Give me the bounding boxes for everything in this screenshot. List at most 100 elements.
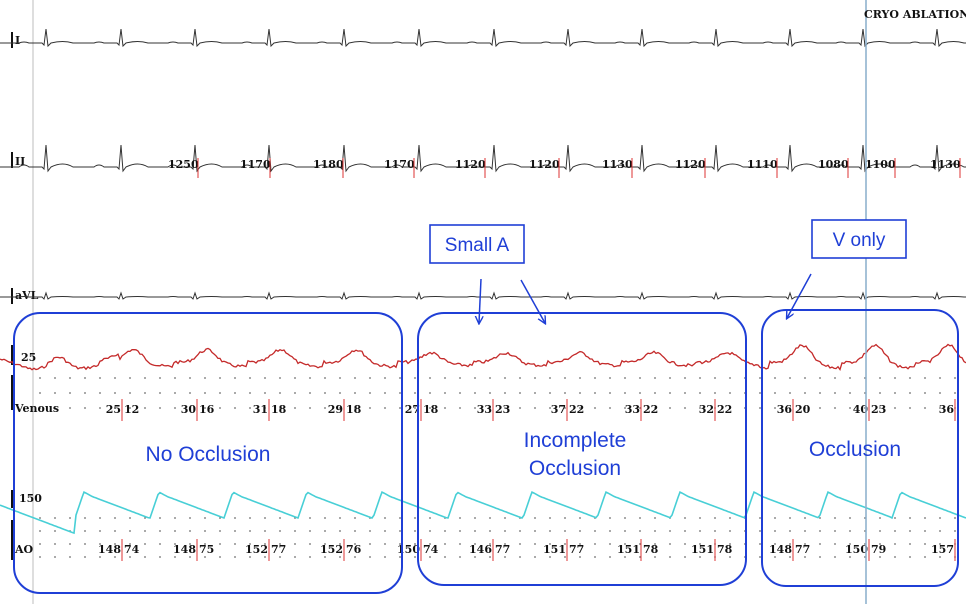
grid-dot	[489, 377, 491, 379]
grid-dot	[234, 543, 236, 545]
grid-dot	[579, 392, 581, 394]
grid-dot	[204, 530, 206, 532]
grid-dot	[309, 530, 311, 532]
grid-dot	[924, 517, 926, 519]
grid-dot	[129, 543, 131, 545]
grid-dot	[234, 392, 236, 394]
diastolic-value: 77	[569, 543, 584, 556]
grid-dot	[684, 392, 686, 394]
grid-dot	[549, 407, 551, 409]
grid-dot	[159, 392, 161, 394]
grid-dot	[399, 407, 401, 409]
grid-dot	[339, 530, 341, 532]
grid-dot	[594, 543, 596, 545]
grid-dot	[69, 517, 71, 519]
grid-dot	[879, 377, 881, 379]
grid-dot	[624, 377, 626, 379]
grid-dot	[264, 517, 266, 519]
grid-dot	[609, 543, 611, 545]
grid-dot	[249, 377, 251, 379]
grid-dot	[399, 517, 401, 519]
grid-dot	[714, 377, 716, 379]
grid-dot	[234, 517, 236, 519]
grid-dot	[909, 556, 911, 558]
grid-dot	[729, 543, 731, 545]
rr-interval-value: 1250	[168, 158, 199, 171]
grid-dot	[654, 407, 656, 409]
grid-dot	[684, 530, 686, 532]
grid-dot	[444, 392, 446, 394]
diastolic-value: 77	[795, 543, 810, 556]
venous-dot-grid	[39, 377, 956, 409]
v-only-callout-box	[811, 219, 907, 259]
grid-dot	[54, 517, 56, 519]
grid-dot	[729, 392, 731, 394]
incomplete-occlusion-label-line2: Occlusion	[529, 457, 621, 480]
grid-dot	[309, 543, 311, 545]
grid-dot	[309, 392, 311, 394]
grid-dot	[339, 556, 341, 558]
systolic-value: 152	[245, 543, 268, 556]
grid-dot	[639, 407, 641, 409]
grid-dot	[684, 517, 686, 519]
grid-dot	[174, 556, 176, 558]
grid-dot	[429, 377, 431, 379]
grid-dot	[534, 556, 536, 558]
grid-dot	[939, 530, 941, 532]
grid-dot	[759, 407, 761, 409]
grid-dot	[114, 530, 116, 532]
grid-dot	[54, 543, 56, 545]
grid-dot	[804, 543, 806, 545]
grid-dot	[639, 543, 641, 545]
rr-interval-value: 1100	[865, 158, 896, 171]
grid-dot	[774, 407, 776, 409]
grid-dot	[699, 543, 701, 545]
grid-dot	[204, 392, 206, 394]
grid-dot	[684, 377, 686, 379]
grid-dot	[369, 543, 371, 545]
systolic-value: 29	[328, 403, 343, 416]
grid-dot	[534, 517, 536, 519]
grid-dot	[219, 377, 221, 379]
grid-dot	[954, 377, 956, 379]
grid-dot	[354, 517, 356, 519]
grid-dot	[624, 556, 626, 558]
grid-dot	[654, 377, 656, 379]
grid-dot	[774, 530, 776, 532]
grid-dot	[249, 556, 251, 558]
grid-dot	[609, 377, 611, 379]
grid-dot	[339, 543, 341, 545]
grid-dot	[474, 377, 476, 379]
grid-dot	[324, 377, 326, 379]
grid-dot	[234, 377, 236, 379]
grid-dot	[639, 377, 641, 379]
grid-dot	[429, 392, 431, 394]
grid-dot	[579, 517, 581, 519]
grid-dot	[429, 530, 431, 532]
rr-interval-value: 1110	[747, 158, 778, 171]
grid-dot	[99, 517, 101, 519]
grid-dot	[264, 530, 266, 532]
grid-dot	[459, 407, 461, 409]
venous-scale-label: 25	[21, 351, 36, 364]
grid-dot	[54, 556, 56, 558]
grid-dot	[99, 392, 101, 394]
grid-dot	[399, 377, 401, 379]
grid-dot	[144, 392, 146, 394]
grid-dot	[879, 517, 881, 519]
grid-dot	[789, 377, 791, 379]
grid-dot	[894, 377, 896, 379]
systolic-value: 148	[173, 543, 196, 556]
grid-dot	[279, 530, 281, 532]
grid-dot	[174, 377, 176, 379]
grid-dot	[759, 530, 761, 532]
grid-dot	[939, 517, 941, 519]
grid-dot	[249, 543, 251, 545]
grid-dot	[654, 543, 656, 545]
grid-dot	[909, 530, 911, 532]
diastolic-value: 18	[346, 403, 362, 416]
systolic-value: 150	[845, 543, 868, 556]
grid-dot	[894, 556, 896, 558]
grid-dot	[624, 392, 626, 394]
